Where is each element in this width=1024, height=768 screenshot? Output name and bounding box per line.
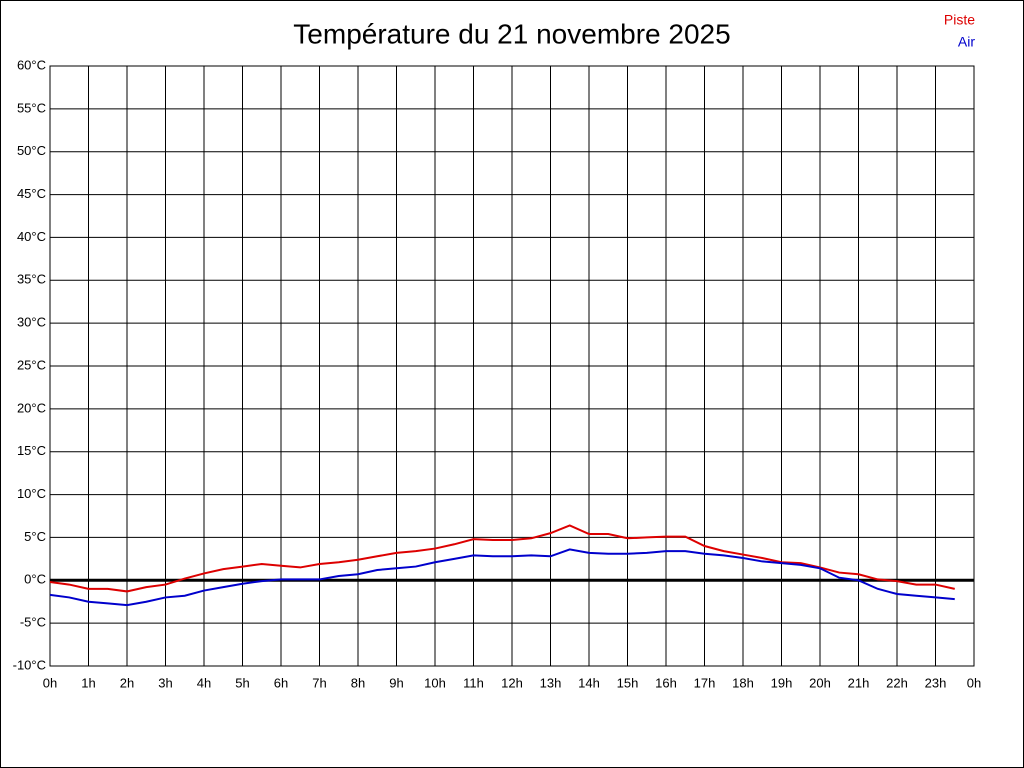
- x-tick-label: 15h: [617, 675, 639, 690]
- y-tick-label: 15°C: [17, 443, 46, 458]
- y-tick-label: 5°C: [24, 529, 46, 544]
- y-tick-label: 30°C: [17, 315, 46, 330]
- series-line: [49, 548, 955, 607]
- chart-title: Température du 21 novembre 2025: [293, 18, 730, 49]
- y-tick-label: 10°C: [17, 486, 46, 501]
- x-tick-label: 19h: [771, 675, 793, 690]
- x-tick-label: 22h: [886, 675, 908, 690]
- x-tick-label: 10h: [424, 675, 446, 690]
- x-tick-label: 8h: [351, 675, 365, 690]
- y-tick-label: -5°C: [20, 615, 46, 630]
- x-tick-label: 21h: [848, 675, 870, 690]
- x-tick-label: 4h: [197, 675, 211, 690]
- x-tick-label: 9h: [389, 675, 403, 690]
- x-tick-label: 16h: [655, 675, 677, 690]
- x-tick-label: 14h: [578, 675, 600, 690]
- x-tick-label: 5h: [235, 675, 249, 690]
- x-tick-label: 17h: [694, 675, 716, 690]
- x-tick-label: 20h: [809, 675, 831, 690]
- y-tick-label: 25°C: [17, 357, 46, 372]
- y-tick-label: 60°C: [17, 57, 46, 72]
- x-tick-label: 11h: [463, 675, 484, 690]
- x-tick-label: 7h: [312, 675, 326, 690]
- y-tick-label: 35°C: [17, 272, 46, 287]
- legend-entry: Air: [958, 34, 975, 50]
- x-tick-label: 18h: [732, 675, 754, 690]
- legend-entry: Piste: [944, 12, 975, 28]
- x-tick-label: 3h: [158, 675, 172, 690]
- y-tick-label: 20°C: [17, 400, 46, 415]
- y-tick-label: 50°C: [17, 143, 46, 158]
- x-tick-label: 12h: [501, 675, 523, 690]
- x-tick-label: 13h: [540, 675, 562, 690]
- x-tick-label: 0h: [967, 675, 981, 690]
- series-line: [49, 524, 955, 593]
- y-tick-label: 45°C: [17, 186, 46, 201]
- x-tick-label: 2h: [120, 675, 134, 690]
- y-tick-label: 55°C: [17, 100, 46, 115]
- x-tick-label: 6h: [274, 675, 288, 690]
- x-tick-label: 0h: [43, 675, 57, 690]
- x-tick-label: 23h: [925, 675, 947, 690]
- x-tick-label: 1h: [81, 675, 95, 690]
- y-tick-label: -10°C: [13, 657, 46, 672]
- y-tick-label: 40°C: [17, 229, 46, 244]
- y-tick-label: 0°C: [24, 572, 46, 587]
